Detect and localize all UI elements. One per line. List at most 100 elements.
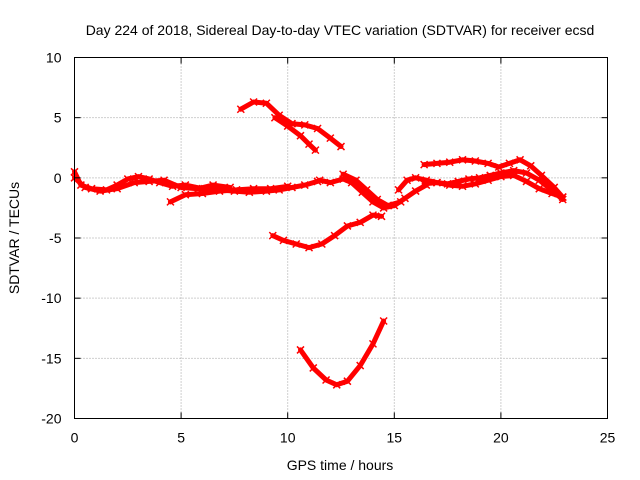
data-point — [134, 172, 143, 181]
data-point — [535, 184, 544, 193]
data-point — [522, 168, 531, 178]
data-point — [343, 377, 352, 386]
x-tick-label: 10 — [280, 430, 296, 446]
data-series — [70, 97, 567, 389]
x-tick-label: 25 — [600, 430, 616, 446]
data-point — [283, 182, 292, 191]
data-point — [249, 184, 258, 193]
data-point — [368, 211, 378, 220]
data-point — [292, 239, 301, 249]
data-point — [296, 345, 305, 354]
data-point — [304, 243, 314, 252]
data-point — [317, 239, 326, 249]
series-line — [340, 171, 404, 208]
data-point — [420, 179, 429, 188]
series-track-2 — [70, 173, 235, 196]
data-point — [368, 339, 378, 348]
data-point — [270, 113, 279, 122]
y-tick-label: -10 — [41, 290, 61, 306]
data-point — [177, 183, 186, 192]
data-point — [181, 190, 190, 199]
y-tick-label: -5 — [49, 230, 62, 246]
series-track-8 — [268, 211, 386, 252]
data-point — [516, 155, 525, 164]
series-track-12 — [420, 155, 567, 202]
data-point — [396, 197, 405, 206]
data-point — [262, 99, 271, 108]
data-point — [505, 159, 514, 168]
data-point — [420, 160, 429, 169]
data-point — [215, 187, 224, 196]
data-point — [130, 178, 139, 187]
series-line — [421, 172, 566, 200]
data-point — [160, 176, 169, 185]
x-axis-label: GPS time / hours — [287, 457, 394, 473]
data-point — [296, 131, 305, 140]
data-point — [96, 187, 105, 196]
data-point — [394, 185, 403, 194]
data-point — [236, 105, 245, 114]
y-tick-label: -15 — [41, 350, 61, 366]
data-point — [198, 189, 207, 198]
axis-ticks: 0 5 10 15 20 25 -20 -15 -10 -5 0 5 10 — [41, 50, 615, 446]
data-point — [283, 122, 292, 131]
data-point — [458, 182, 467, 191]
data-point — [268, 231, 277, 240]
data-point — [550, 183, 559, 192]
series-track-9 — [296, 316, 388, 389]
data-point — [326, 178, 335, 187]
data-point — [373, 195, 382, 204]
data-point — [484, 176, 493, 185]
data-point — [464, 175, 473, 184]
data-point — [232, 185, 241, 194]
data-point — [403, 176, 412, 185]
data-point — [330, 231, 339, 240]
data-point — [300, 120, 309, 129]
data-point — [558, 193, 567, 202]
data-point — [313, 124, 322, 133]
series-track-7 — [339, 170, 405, 210]
data-point — [537, 171, 546, 180]
data-point — [339, 170, 348, 179]
data-point — [356, 218, 365, 227]
y-axis-label: SDTVAR / TECUs — [6, 182, 22, 294]
data-point — [471, 179, 480, 188]
data-point — [326, 134, 335, 143]
data-point — [432, 178, 441, 187]
series-line — [396, 168, 566, 202]
data-point — [123, 175, 132, 184]
data-point — [445, 181, 454, 190]
data-point — [356, 361, 365, 370]
data-point — [496, 172, 505, 181]
data-point — [494, 162, 503, 172]
data-point — [304, 140, 314, 149]
series-line — [167, 183, 291, 205]
data-point — [266, 184, 275, 193]
data-point — [113, 184, 122, 193]
data-point — [377, 212, 386, 221]
data-point — [458, 155, 467, 164]
data-point — [471, 156, 480, 166]
data-point — [411, 173, 420, 182]
data-point — [300, 181, 309, 190]
data-point — [332, 380, 341, 389]
x-tick-label: 0 — [71, 430, 79, 446]
y-tick-label: 5 — [54, 110, 62, 126]
data-point — [279, 236, 288, 245]
data-point — [166, 197, 175, 206]
chart-title: Day 224 of 2018, Sidereal Day-to-day VTE… — [86, 22, 595, 38]
data-point — [145, 177, 154, 186]
data-point — [351, 176, 360, 185]
y-tick-label: 10 — [46, 50, 62, 66]
data-point — [484, 159, 493, 168]
data-point — [309, 363, 318, 372]
data-point — [209, 181, 218, 190]
data-point — [445, 158, 454, 167]
data-point — [343, 221, 352, 230]
series-track-3 — [166, 182, 292, 206]
x-tick-label: 20 — [493, 430, 509, 446]
x-tick-label: 15 — [387, 430, 403, 446]
data-point — [315, 176, 324, 185]
series-track-5 — [270, 113, 320, 155]
